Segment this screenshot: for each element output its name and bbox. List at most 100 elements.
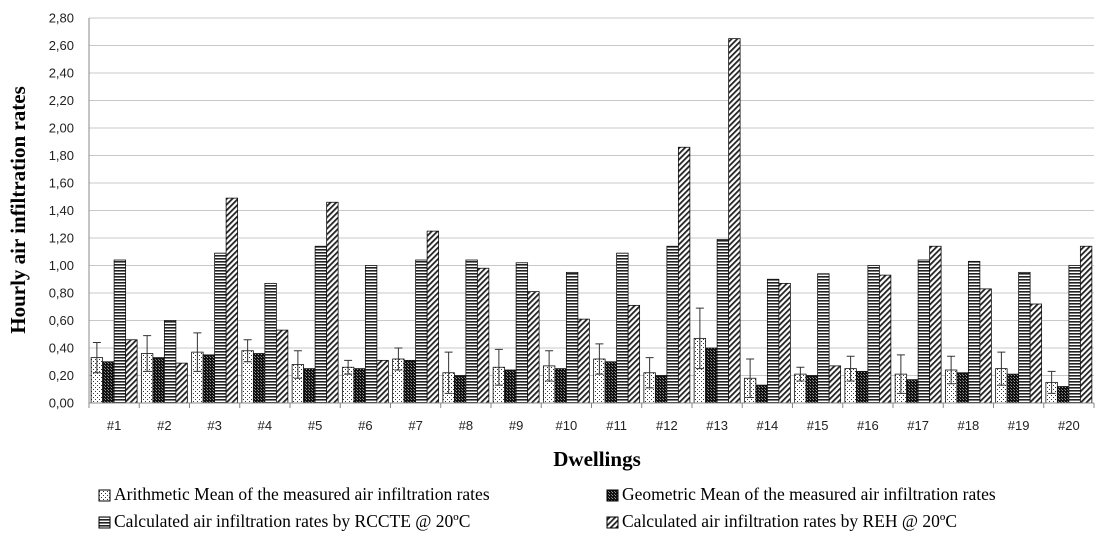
bar-checker-3 bbox=[202, 354, 216, 404]
bar-diagonal-lines-6 bbox=[376, 359, 389, 404]
legend: Arithmetic Mean of the measured air infi… bbox=[98, 484, 996, 531]
legend-item-rccte: Calculated air infiltration rates by RCC… bbox=[98, 511, 470, 531]
y-tick-label: 1,20 bbox=[49, 231, 74, 246]
y-tick-label: 2,80 bbox=[49, 11, 74, 26]
bar-horizontal-lines-1 bbox=[113, 259, 127, 404]
gridlines bbox=[89, 17, 1094, 404]
x-tick-label: #2 bbox=[157, 418, 171, 433]
bar-horizontal-lines-18 bbox=[967, 260, 981, 404]
x-tick-label: #7 bbox=[408, 418, 422, 433]
legend-item-reh: Calculated air infiltration rates by REH… bbox=[606, 511, 957, 531]
x-tick-label: #9 bbox=[509, 418, 523, 433]
bar-horizontal-lines-15 bbox=[817, 273, 830, 404]
y-tick-label: 0,40 bbox=[49, 341, 74, 356]
bar-checker-11 bbox=[604, 361, 618, 404]
bar-checker-5 bbox=[303, 368, 316, 404]
bar-checker-8 bbox=[453, 375, 467, 404]
bar-horizontal-lines-14 bbox=[766, 278, 780, 404]
bar-diagonal-lines-1 bbox=[125, 339, 138, 404]
y-tick-label: 2,40 bbox=[49, 66, 74, 81]
bar-checker-9 bbox=[504, 369, 517, 404]
x-tick-label: #11 bbox=[606, 418, 627, 433]
bar-horizontal-lines-16 bbox=[867, 265, 880, 404]
bar-checker-17 bbox=[906, 379, 919, 404]
legend-swatch-rccte bbox=[98, 516, 111, 529]
y-tick-label: 0,60 bbox=[49, 313, 74, 328]
bar-checker-15 bbox=[805, 375, 819, 404]
x-tick-label: #3 bbox=[207, 418, 221, 433]
x-tick-label: #5 bbox=[308, 418, 322, 433]
y-tick-label: 0,00 bbox=[49, 396, 74, 411]
legend-item-arithmetic-mean: Arithmetic Mean of the measured air infi… bbox=[98, 484, 490, 504]
bar-diagonal-lines-2 bbox=[175, 362, 188, 404]
legend-label-rccte: Calculated air infiltration rates by RCC… bbox=[114, 511, 470, 531]
y-tick-labels: 0,00 0,20 0,40 0,60 0,80 1,00 1,20 1,40 1,60 1,80… bbox=[49, 11, 74, 411]
bar-diagonal-lines-20 bbox=[1079, 245, 1093, 404]
x-tick-label: #4 bbox=[258, 418, 272, 433]
bar-diagonal-lines-4 bbox=[275, 329, 289, 404]
bar-checker-2 bbox=[152, 357, 165, 404]
bar-diagonal-lines-5 bbox=[326, 201, 339, 404]
y-tick-label: 1,60 bbox=[49, 176, 74, 191]
bar-horizontal-lines-20 bbox=[1068, 265, 1081, 404]
bar-horizontal-lines-7 bbox=[415, 259, 428, 404]
bar-checker-10 bbox=[554, 368, 567, 404]
legend-swatch-reh bbox=[606, 516, 619, 529]
y-tick-label: 0,20 bbox=[49, 368, 74, 383]
bar-horizontal-lines-13 bbox=[716, 238, 730, 404]
bar-diagonal-lines-9 bbox=[527, 291, 540, 404]
x-tick-label: #17 bbox=[907, 418, 929, 433]
bar-diagonal-lines-16 bbox=[878, 274, 892, 404]
bar-checker-16 bbox=[855, 370, 869, 404]
bar-diagonal-lines-12 bbox=[677, 146, 691, 404]
bar-checker-6 bbox=[353, 368, 366, 404]
legend-label-arithmetic-mean: Arithmetic Mean of the measured air infi… bbox=[114, 484, 490, 504]
bar-diagonal-lines-7 bbox=[426, 230, 440, 404]
bar-horizontal-lines-3 bbox=[214, 252, 227, 404]
y-tick-label: 2,20 bbox=[49, 93, 74, 108]
bar-horizontal-lines-17 bbox=[917, 259, 931, 404]
x-tick-label: #6 bbox=[358, 418, 372, 433]
x-tick-label: #19 bbox=[1008, 418, 1030, 433]
bar-diagonal-lines-14 bbox=[778, 282, 791, 404]
bar-checker-18 bbox=[956, 372, 969, 404]
x-tick-label: #13 bbox=[706, 418, 728, 433]
bars bbox=[90, 38, 1093, 404]
x-tick-label: #1 bbox=[107, 418, 121, 433]
legend-label-geometric-mean: Geometric Mean of the measured air infil… bbox=[622, 484, 996, 504]
x-tick-label: #12 bbox=[656, 418, 678, 433]
bar-horizontal-lines-2 bbox=[163, 320, 177, 404]
bar-diagonal-lines-13 bbox=[728, 38, 741, 404]
bar-diagonal-lines-11 bbox=[627, 304, 641, 404]
y-tick-label: 0,80 bbox=[49, 286, 74, 301]
bar-diagonal-lines-18 bbox=[979, 288, 992, 404]
legend-label-reh: Calculated air infiltration rates by REH… bbox=[622, 511, 957, 531]
y-tick-label: 1,00 bbox=[49, 258, 74, 273]
bar-horizontal-lines-9 bbox=[515, 262, 529, 404]
bar-checker-7 bbox=[403, 359, 417, 404]
legend-item-geometric-mean: Geometric Mean of the measured air infil… bbox=[606, 484, 996, 504]
bar-diagonal-lines-15 bbox=[828, 365, 842, 404]
bar-diagonal-lines-10 bbox=[577, 318, 590, 404]
bar-horizontal-lines-5 bbox=[314, 245, 328, 404]
x-tick-label: #10 bbox=[556, 418, 578, 433]
bar-checker-13 bbox=[705, 347, 718, 404]
y-tick-label: 2,00 bbox=[49, 121, 74, 136]
bar-diagonal-lines-19 bbox=[1029, 303, 1043, 404]
x-tick-label: #8 bbox=[459, 418, 473, 433]
x-tick-label: #18 bbox=[958, 418, 980, 433]
bar-horizontal-lines-11 bbox=[616, 252, 629, 404]
bar-diagonal-lines-17 bbox=[929, 245, 942, 404]
bar-horizontal-lines-10 bbox=[565, 271, 579, 404]
bar-horizontal-lines-8 bbox=[465, 259, 478, 404]
bar-checker-14 bbox=[755, 384, 768, 404]
bar-checker-20 bbox=[1056, 386, 1070, 404]
bar-checker-1 bbox=[102, 361, 115, 404]
legend-swatch-arithmetic-mean bbox=[98, 489, 111, 502]
y-axis-title: Hourly air infiltration rates bbox=[6, 86, 30, 334]
error-bars bbox=[92, 307, 1056, 398]
x-tick-label: #16 bbox=[857, 418, 879, 433]
bar-diagonal-lines-3 bbox=[225, 197, 239, 404]
bar-checker-19 bbox=[1006, 373, 1020, 404]
